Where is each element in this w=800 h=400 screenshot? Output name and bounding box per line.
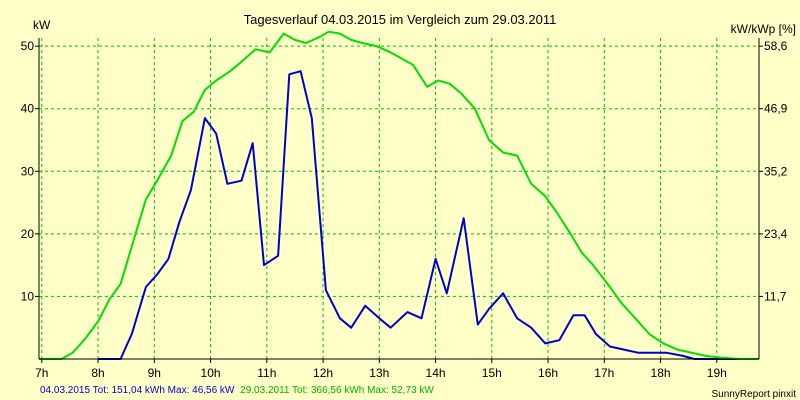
x-tick-label: 8h <box>91 366 104 380</box>
axes-layer <box>38 38 760 360</box>
x-tick-label: 17h <box>594 366 614 380</box>
right-axis-label: kW/kWp [%] <box>731 22 796 36</box>
y-tick-label-right: 35,2 <box>764 164 788 178</box>
x-tick-label: 7h <box>35 366 48 380</box>
tick-layer: 7h 8h 9h 10h 11h 12h 13h 14h 15h 16h 17h 18h 19h 10 11… <box>21 39 788 380</box>
left-axis-label: kW <box>33 18 51 32</box>
y-tick-label-left: 30 <box>21 164 35 178</box>
x-tick-label: 9h <box>148 366 161 380</box>
footer-credit: SunnyReport pinxit <box>712 389 797 400</box>
x-tick-label: 15h <box>482 366 502 380</box>
y-tick-label-left: 50 <box>21 39 35 53</box>
x-tick-label: 14h <box>426 366 446 380</box>
x-tick-label: 19h <box>707 366 727 380</box>
x-tick-label: 12h <box>313 366 333 380</box>
series-layer <box>39 30 759 360</box>
x-tick-label: 10h <box>201 366 221 380</box>
y-tick-label-right: 11,7 <box>764 289 787 303</box>
y-tick-label-right: 23,4 <box>764 227 788 241</box>
x-tick-label: 16h <box>538 366 558 380</box>
y-tick-label-left: 40 <box>21 102 35 116</box>
grid-lines <box>39 38 759 359</box>
plot-area <box>39 38 759 359</box>
x-tick-label: 13h <box>369 366 389 380</box>
y-tick-label-right: 46,9 <box>764 102 788 116</box>
footer-legend: 04.03.2015 Tot: 151,04 kWh Max: 46,56 kW… <box>40 385 434 396</box>
y-tick-label-left: 10 <box>21 289 35 303</box>
x-tick-label: 18h <box>651 366 671 380</box>
series-line-2015 <box>98 70 759 360</box>
legend-2015: 04.03.2015 Tot: 151,04 kWh Max: 46,56 kW <box>40 385 235 396</box>
y-tick-label-right: 58,6 <box>764 39 788 53</box>
series-line-2011 <box>39 30 759 360</box>
chart-title: Tagesverlauf 04.03.2015 im Vergleich zum… <box>244 12 557 27</box>
legend-2011: 29.03.2011 Tot: 366,56 kWh Max: 52,73 kW <box>240 385 434 396</box>
x-tick-label: 11h <box>257 366 276 380</box>
y-tick-label-left: 20 <box>21 227 35 241</box>
